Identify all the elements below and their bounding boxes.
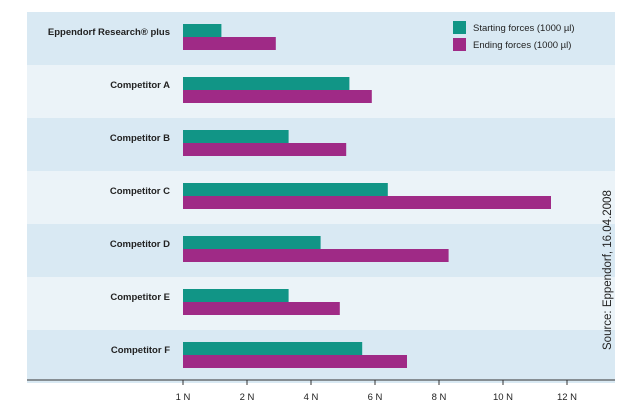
x-tick-label: 10 N	[493, 392, 513, 403]
source-annotation: Source: Eppendorf, 16.04.2008	[602, 190, 614, 350]
starting-force-bar	[183, 289, 289, 302]
ending-force-bar	[183, 302, 340, 315]
legend-swatch	[453, 21, 466, 34]
legend-label: Ending forces (1000 µl)	[473, 40, 571, 51]
x-axis: 1 N2 N4 N6 N8 N10 N12 N1	[27, 379, 615, 403]
x-tick-label: 6 N	[368, 392, 383, 403]
ending-force-bar	[183, 249, 449, 262]
category-labels: Eppendorf Research® plus Competitor A Comp…	[48, 27, 170, 356]
category-label: Competitor C	[110, 186, 170, 197]
legend-swatch	[453, 38, 466, 51]
legend-label: Starting forces (1000 µl)	[473, 23, 575, 34]
category-label: Competitor F	[111, 345, 170, 356]
starting-force-bar	[183, 183, 388, 196]
ending-force-bar	[183, 355, 407, 368]
bar-group	[183, 24, 551, 368]
starting-force-bar	[183, 24, 222, 37]
x-tick-label: 4 N	[304, 392, 319, 403]
x-tick-label: 8 N	[432, 392, 447, 403]
ending-force-bar	[183, 90, 372, 103]
starting-force-bar	[183, 77, 350, 90]
starting-force-bar	[183, 130, 289, 143]
legend: Starting forces (1000 µl) Ending forces (…	[453, 21, 575, 51]
x-tick-label: 2 N	[240, 392, 255, 403]
x-tick-label: 12 N	[557, 392, 577, 403]
category-band	[27, 12, 615, 65]
ending-force-bar	[183, 143, 347, 156]
category-label: Competitor D	[110, 239, 170, 250]
ending-force-bar	[183, 196, 551, 209]
category-label: Competitor B	[110, 133, 170, 144]
category-label: Competitor A	[110, 80, 170, 91]
category-label: Eppendorf Research® plus	[48, 27, 170, 38]
starting-force-bar	[183, 342, 363, 355]
x-tick-label: 1 N	[176, 392, 191, 403]
ending-force-bar	[183, 37, 276, 50]
starting-force-bar	[183, 236, 321, 249]
category-label: Competitor E	[110, 292, 170, 303]
